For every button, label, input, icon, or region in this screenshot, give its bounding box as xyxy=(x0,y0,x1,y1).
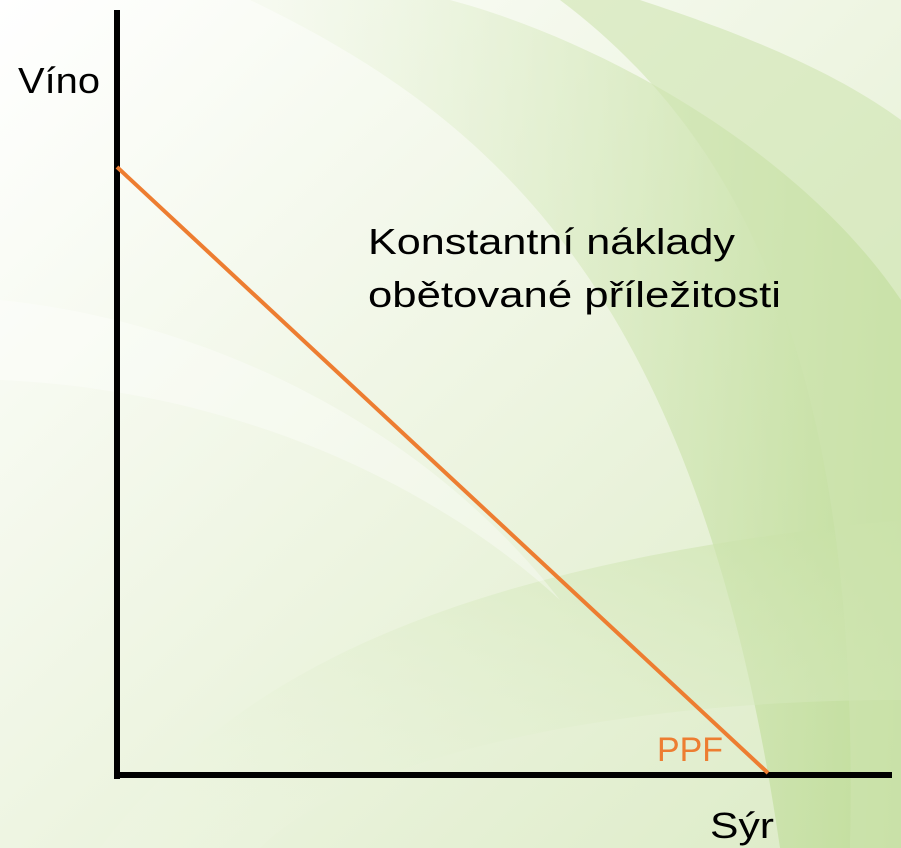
curve-label: PPF xyxy=(657,731,723,769)
background-swirl xyxy=(250,0,901,848)
annotation-line: obětované příležitosti xyxy=(368,274,781,315)
background-swirl xyxy=(100,520,901,848)
background-swirl xyxy=(0,300,560,600)
annotation-line: Konstantní náklady xyxy=(368,221,735,262)
y-axis-label: Víno xyxy=(18,60,100,101)
ppf-line xyxy=(115,165,770,775)
background-swirl xyxy=(560,0,901,848)
x-axis-label: Sýr xyxy=(710,805,774,846)
